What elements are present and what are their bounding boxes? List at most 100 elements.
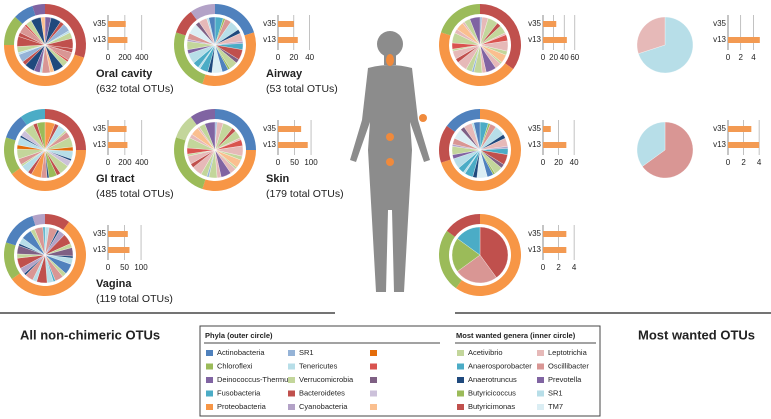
outer-ring — [174, 32, 206, 84]
inner-pie — [208, 16, 216, 46]
outer-ring — [202, 150, 256, 191]
outer-ring — [6, 216, 36, 246]
x-tick-label: 400 — [135, 158, 149, 167]
legend-label: Verrucomicrobia — [299, 375, 354, 384]
bar — [543, 21, 557, 27]
outer-ring — [11, 150, 86, 191]
outer-ring — [6, 116, 27, 141]
bar-label: v13 — [93, 245, 106, 254]
bar-label: v13 — [263, 140, 276, 149]
x-tick-label: 200 — [118, 158, 132, 167]
bar — [108, 21, 126, 27]
panel-title: Vagina — [96, 278, 132, 290]
outer-ring — [15, 6, 36, 24]
legend-label: Cyanobacteria — [299, 402, 348, 411]
legend-label: Bacteroidetes — [299, 388, 345, 397]
legend-label: Butyricimonas — [468, 402, 515, 411]
inner-pie — [40, 16, 46, 46]
legend-swatch — [288, 363, 295, 370]
bar — [108, 37, 128, 43]
panel-subtitle: (485 total OTUs) — [96, 188, 174, 200]
x-tick-label: 40 — [305, 53, 314, 62]
legend-swatch — [537, 377, 544, 383]
bar — [728, 142, 760, 148]
x-tick-label: 400 — [135, 53, 149, 62]
bar — [543, 247, 567, 253]
bar-label: v13 — [263, 35, 276, 44]
legend-label: Butyricicoccus — [468, 388, 516, 397]
legend-swatch — [457, 390, 464, 397]
x-tick-label: 20 — [554, 158, 563, 167]
legend-swatch — [370, 377, 377, 383]
legend-label: Actinobacteria — [217, 348, 265, 357]
legend-swatch — [370, 404, 377, 410]
outer-ring — [215, 4, 254, 36]
inner-pie — [42, 226, 46, 256]
panel-subtitle: (632 total OTUs) — [96, 83, 174, 95]
outer-ring — [190, 109, 215, 125]
legend-label: Acetivibrio — [468, 348, 503, 357]
x-tick-label: 2 — [741, 158, 746, 167]
bar — [278, 126, 302, 132]
panel-subtitle: (53 total OTUs) — [266, 83, 338, 95]
panel-title: GI tract — [96, 173, 135, 185]
outer-ring — [176, 116, 197, 141]
panel-subtitle: (179 total OTUs) — [266, 188, 344, 200]
bar-label: v35 — [528, 124, 541, 133]
x-tick-label: 0 — [726, 53, 731, 62]
outer-ring — [4, 45, 84, 86]
bar-label: v35 — [713, 124, 726, 133]
bar-label: v35 — [528, 19, 541, 28]
inner-pie — [469, 16, 481, 46]
x-tick-label: 0 — [106, 158, 111, 167]
outer-ring — [202, 32, 256, 86]
x-tick-label: 0 — [541, 158, 546, 167]
legend-swatch — [206, 404, 213, 410]
x-tick-label: 0 — [106, 263, 111, 272]
bar-label: v35 — [93, 19, 106, 28]
legend-swatch — [537, 390, 544, 397]
bar-label: v35 — [263, 19, 276, 28]
inner-pie — [473, 121, 481, 151]
inner-pie — [642, 121, 694, 179]
x-tick-label: 50 — [290, 158, 299, 167]
bar-label: v13 — [713, 35, 726, 44]
legend-label: SR1 — [299, 348, 314, 357]
legend-label: TM7 — [548, 402, 563, 411]
legend-swatch — [206, 390, 213, 397]
bar-label: v13 — [528, 245, 541, 254]
bar — [278, 142, 308, 148]
outer-ring — [11, 221, 87, 297]
bar — [728, 37, 760, 43]
legend-swatch — [206, 377, 213, 383]
panel-title: Airway — [266, 68, 303, 80]
outer-ring — [455, 214, 521, 296]
legend-swatch — [537, 404, 544, 410]
legend-label: Anaerotruncus — [468, 375, 517, 384]
bar — [543, 231, 567, 237]
x-tick-label: 4 — [757, 158, 762, 167]
section-title: All non-chimeric OTUs — [20, 327, 160, 342]
legend-swatch — [370, 350, 377, 356]
legend-label: Fusobacteria — [217, 388, 261, 397]
bar — [278, 37, 298, 43]
legend-swatch — [288, 390, 295, 397]
bar-label: v13 — [93, 140, 106, 149]
x-tick-label: 0 — [276, 53, 281, 62]
outer-ring — [32, 214, 45, 226]
x-tick-label: 0 — [726, 158, 731, 167]
x-tick-label: 100 — [134, 263, 148, 272]
outer-ring — [446, 214, 480, 237]
bar-label: v35 — [93, 229, 106, 238]
x-tick-label: 20 — [549, 53, 558, 62]
legend-box — [199, 325, 601, 417]
inner-pie — [457, 254, 497, 284]
legend-swatch — [370, 390, 377, 397]
x-tick-label: 200 — [118, 53, 132, 62]
x-tick-label: 0 — [541, 53, 546, 62]
x-tick-label: 100 — [304, 158, 318, 167]
x-tick-label: 0 — [106, 53, 111, 62]
x-tick-label: 4 — [751, 53, 756, 62]
